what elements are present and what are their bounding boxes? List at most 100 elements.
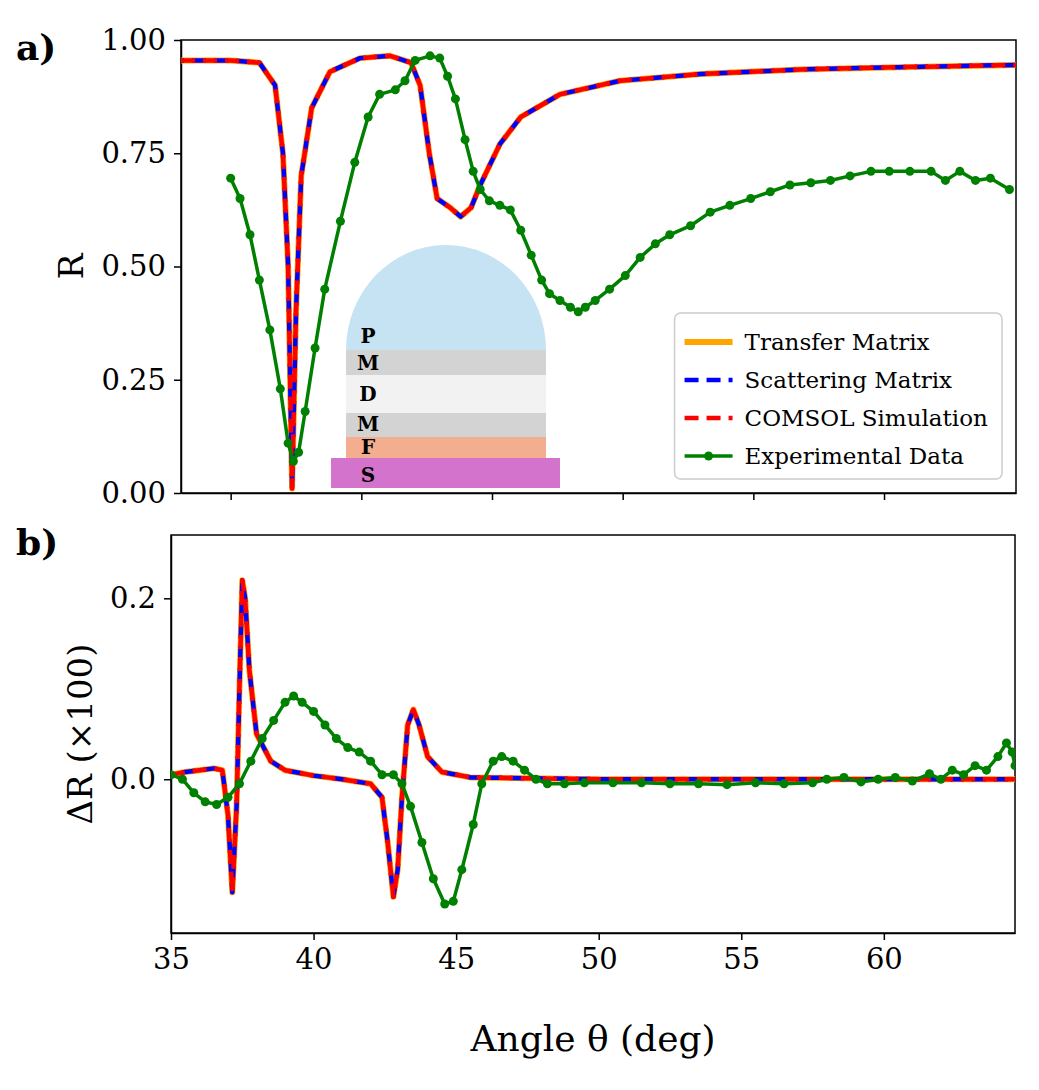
legend-marker — [704, 452, 713, 461]
x-axis — [182, 493, 1017, 500]
series-marker — [1005, 185, 1014, 194]
x-tick — [623, 493, 624, 500]
series-marker — [246, 757, 255, 766]
series-marker — [694, 779, 703, 788]
x-tick-label: 50 — [581, 942, 618, 976]
y-axis-title: ΔR (×100) — [60, 644, 100, 825]
legend-label: Experimental Data — [745, 443, 965, 469]
legend-swatch — [685, 339, 733, 345]
y-tick-label: 0.2 — [110, 581, 156, 615]
y-axis: 0.00.2 — [110, 536, 172, 934]
series-marker — [885, 167, 894, 176]
series-marker — [509, 757, 518, 766]
series-marker — [364, 113, 373, 122]
series-marker — [298, 698, 307, 707]
series-marker — [411, 56, 420, 65]
y-tick-mark — [174, 380, 181, 382]
series-marker — [874, 775, 883, 784]
x-tick-mark — [313, 933, 315, 940]
inset-layer — [346, 437, 546, 458]
series-marker — [846, 171, 855, 180]
series-marker — [959, 770, 968, 779]
inset-layer — [331, 458, 560, 488]
series-marker — [236, 194, 245, 203]
inset-label: M — [357, 412, 379, 436]
series-marker — [389, 770, 398, 779]
series-marker — [566, 303, 575, 312]
series-marker — [955, 167, 964, 176]
x-tick-mark — [622, 493, 624, 500]
series-marker — [265, 325, 274, 334]
series-line — [181, 56, 1016, 489]
series-marker — [469, 820, 478, 829]
series-marker — [520, 766, 529, 775]
series-marker — [746, 194, 755, 203]
series-marker — [766, 187, 775, 196]
series-marker — [808, 778, 817, 787]
series-marker — [400, 76, 409, 85]
series-marker — [555, 296, 564, 305]
series-line — [171, 580, 1015, 897]
series-marker — [925, 769, 934, 778]
series-marker — [301, 407, 310, 416]
series-marker — [406, 802, 415, 811]
series-marker — [245, 230, 254, 239]
x-tick-mark — [753, 493, 755, 500]
series-marker — [294, 448, 303, 457]
x-axis: 35 40 45 50 55 60 — [153, 933, 1015, 976]
figure: 0.000.250.500.751.00PMDMFSRa)Transfer Ma… — [0, 0, 1039, 1090]
x-tick-label: 40 — [296, 942, 333, 976]
x-tick-label: 55 — [723, 942, 760, 976]
x-tick — [492, 493, 493, 500]
series-marker — [936, 775, 945, 784]
series-marker — [235, 779, 244, 788]
series-marker — [476, 185, 485, 194]
series-marker — [497, 752, 506, 761]
legend-label: Scattering Matrix — [745, 367, 953, 393]
series-marker — [1008, 748, 1015, 757]
series-marker — [435, 54, 444, 63]
series-marker — [449, 897, 458, 906]
series-marker — [608, 778, 617, 787]
series-marker — [224, 793, 233, 802]
x-tick: 45 — [438, 933, 475, 976]
series-marker — [948, 766, 957, 775]
inset-prism — [346, 245, 546, 350]
series-marker — [397, 779, 406, 788]
series-marker — [621, 271, 630, 280]
series-marker — [665, 779, 674, 788]
y-tick: 0.75 — [101, 136, 181, 170]
x-tick — [884, 493, 885, 500]
series-marker — [636, 253, 645, 262]
series-marker — [537, 276, 546, 285]
inset-layer — [346, 413, 546, 437]
legend-swatch — [685, 378, 733, 383]
series-marker — [826, 176, 835, 185]
series-marker — [276, 384, 285, 393]
series-marker — [255, 276, 264, 285]
y-axis-title: R — [51, 252, 91, 279]
series-marker — [226, 174, 235, 183]
x-axis-line — [182, 493, 1017, 495]
legend-swatch — [685, 416, 733, 421]
series-marker — [489, 757, 498, 766]
x-tick: 35 — [153, 933, 190, 976]
panel-label: a) — [16, 26, 56, 68]
legend: Transfer MatrixScattering MatrixCOMSOL S… — [675, 313, 1002, 479]
series-line — [181, 56, 1016, 489]
series-marker — [822, 775, 831, 784]
x-tick-mark — [171, 933, 173, 940]
y-tick-label: 0.25 — [101, 363, 166, 397]
x-tick-mark — [456, 933, 458, 940]
series-marker — [971, 176, 980, 185]
series-marker — [309, 707, 318, 716]
series-marker — [543, 779, 552, 788]
panel: 0.000.250.500.751.00PMDMFSRa)Transfer Ma… — [16, 23, 1017, 510]
series-marker — [725, 201, 734, 210]
series-marker — [806, 178, 815, 187]
series-marker — [971, 761, 980, 770]
x-tick-label: 60 — [866, 942, 903, 976]
series-marker — [311, 344, 320, 353]
x-axis-line — [172, 933, 1016, 935]
y-tick-mark — [174, 493, 181, 495]
